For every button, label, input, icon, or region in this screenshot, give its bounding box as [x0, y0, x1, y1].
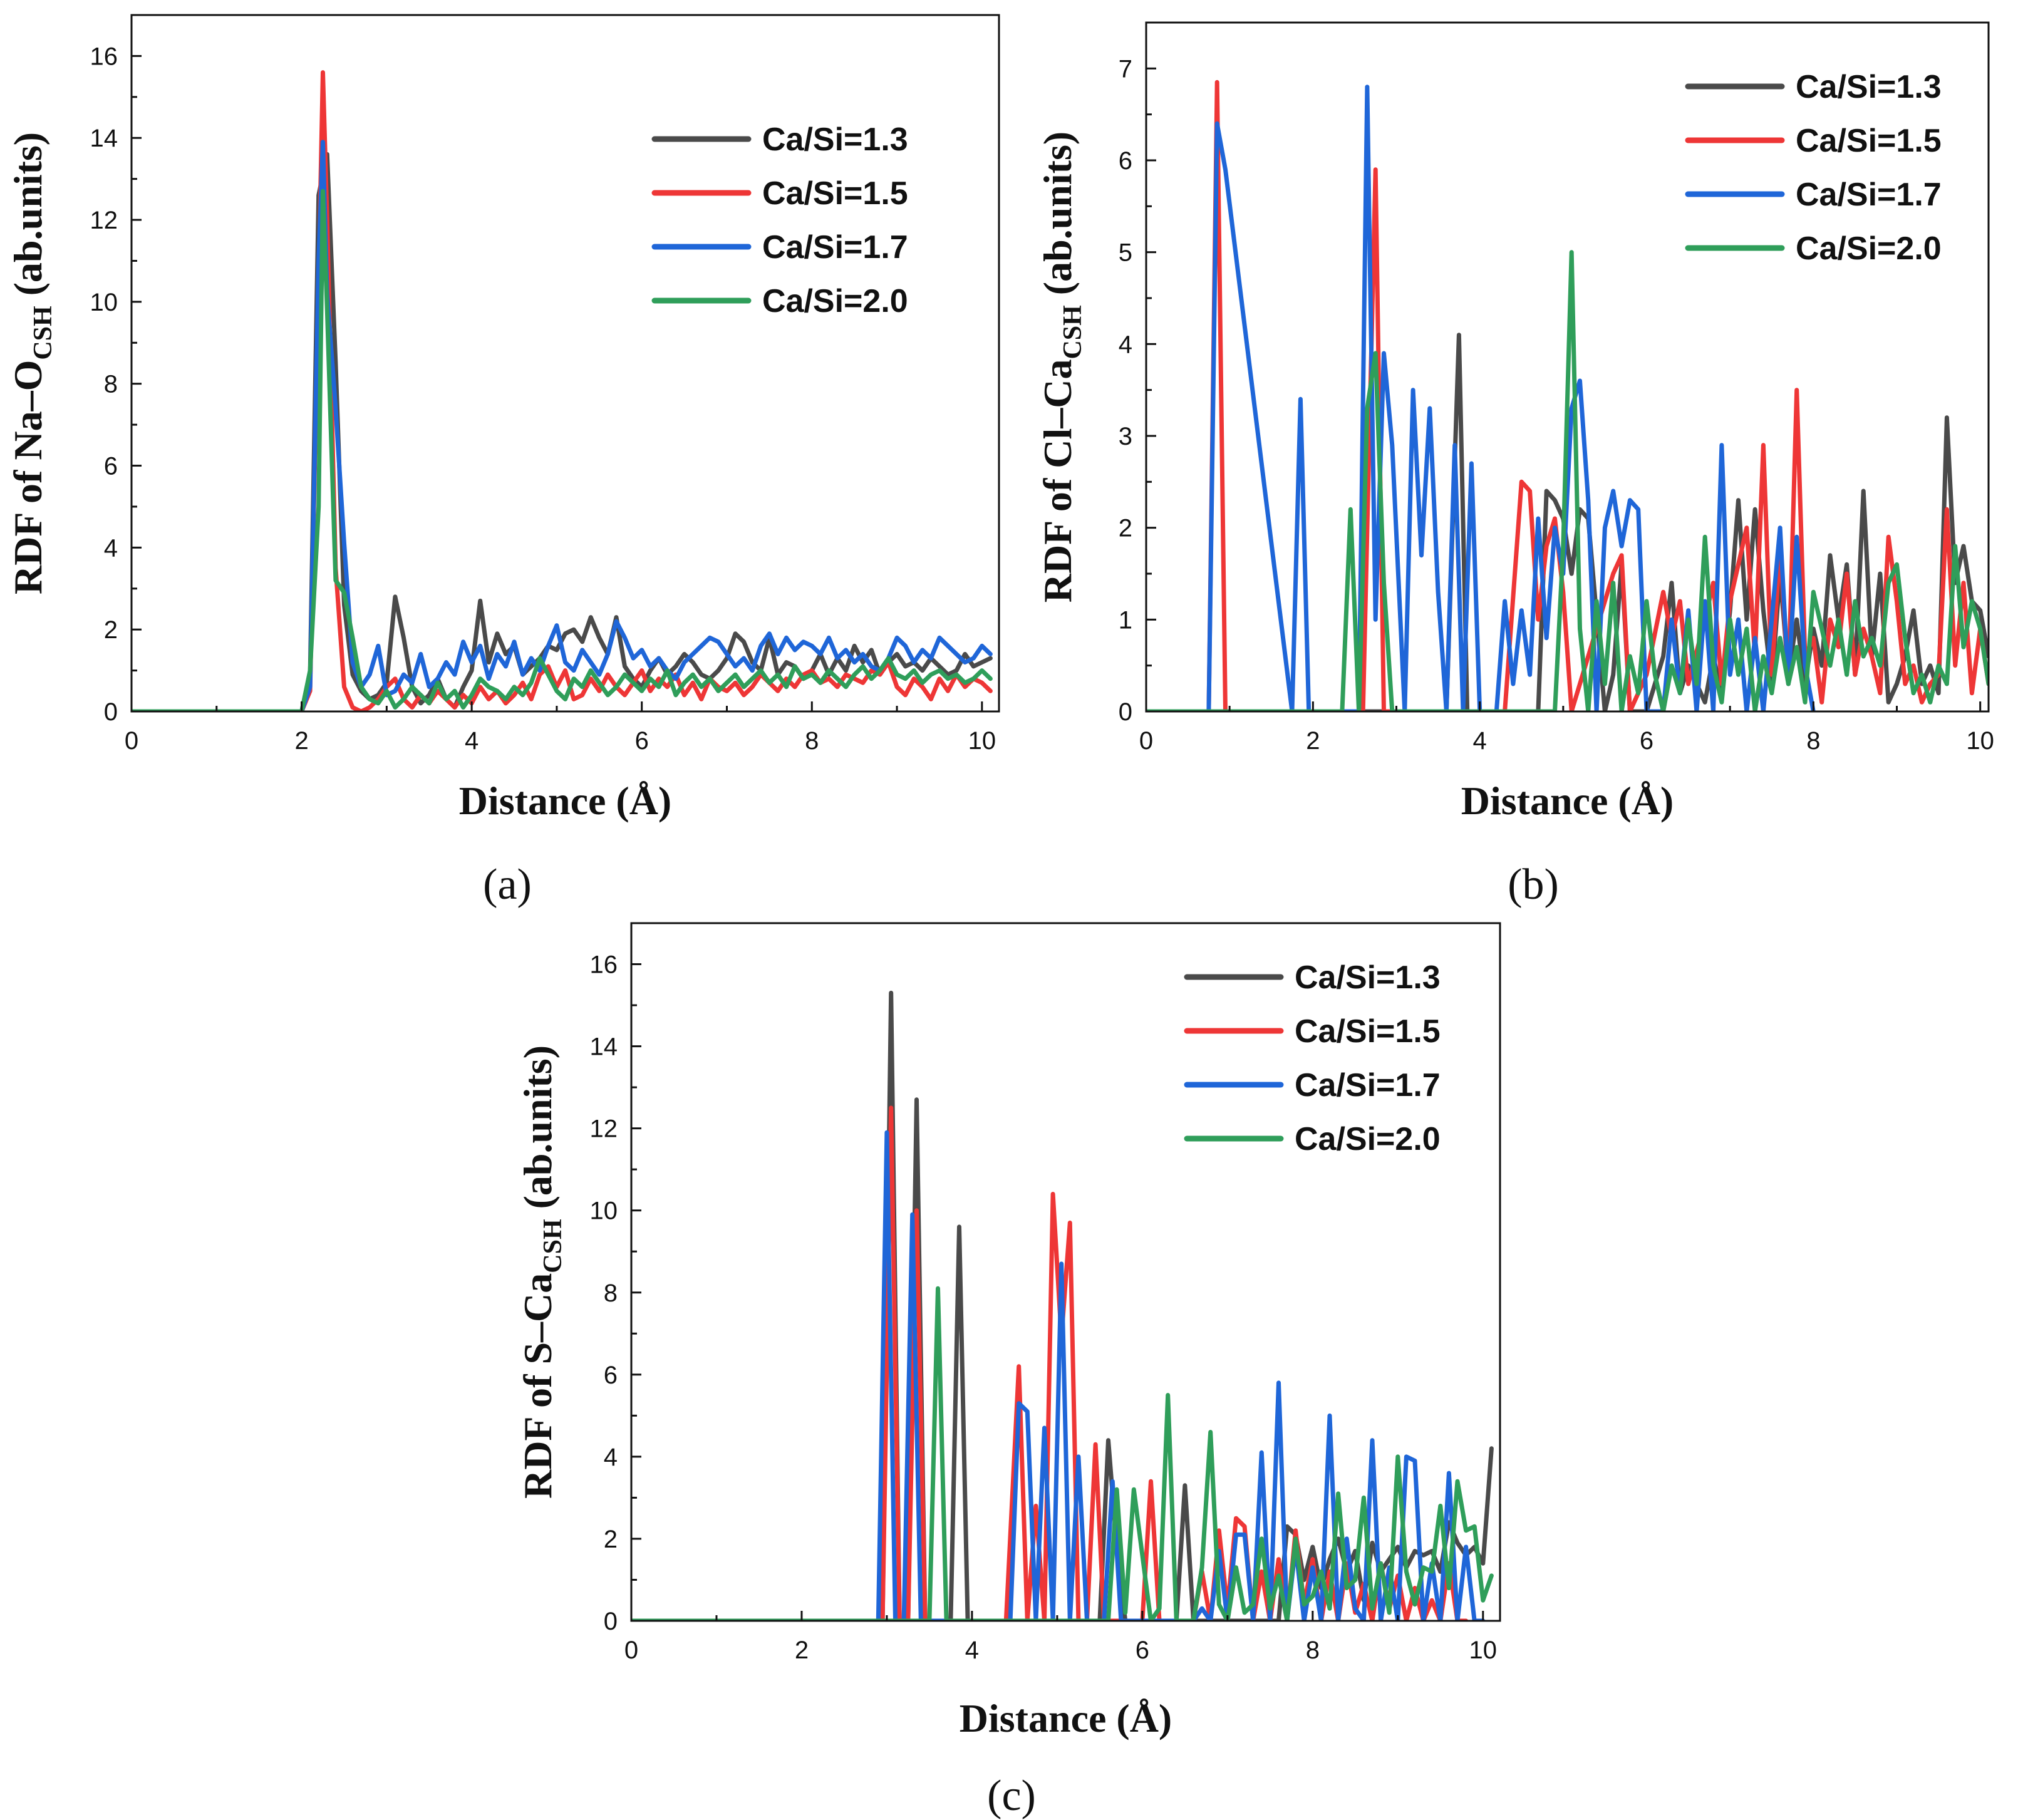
legend-label: Ca/Si=1.5 [1295, 1013, 1441, 1050]
legend-label: Ca/Si=1.3 [1295, 959, 1441, 996]
legend-label: Ca/Si=1.5 [762, 175, 908, 212]
y-tick-label: 2 [604, 1526, 618, 1553]
plot-frame [630, 922, 1501, 1622]
legend-label: Ca/Si=1.5 [1796, 123, 1942, 159]
series-line-20 [132, 189, 993, 711]
y-tick-label: 2 [104, 616, 118, 644]
y-tick-label: 7 [1119, 55, 1132, 83]
y-tick-label: 3 [1119, 423, 1132, 450]
y-tick-label: 12 [590, 1115, 618, 1143]
x-tick-label: 4 [965, 1636, 979, 1664]
y-tick-label: 16 [590, 951, 618, 979]
x-tick-label: 0 [624, 1636, 638, 1664]
x-tick-label: 6 [1136, 1636, 1149, 1664]
legend-label: Ca/Si=2.0 [1796, 230, 1942, 267]
x-axis-title: Distance (Å) [459, 778, 671, 823]
y-tick-label: 5 [1119, 239, 1132, 267]
x-tick-label: 0 [125, 727, 138, 755]
y-axis-title-subscript: CSH [1058, 305, 1087, 359]
y-axis-title-subscript: CSH [29, 306, 58, 359]
panel-label: (c) [987, 1772, 1036, 1820]
series-group [631, 990, 1494, 1621]
x-tick-label: 6 [635, 727, 649, 755]
chart-panel-a: 0 2 4 6 8 10 0 2 4 6 8 10 12 14 16 Distance (Å) RDF of N… [6, 14, 1000, 909]
y-axis-title: RDF of Cl–CaCSH (ab.units) [1035, 132, 1087, 602]
y-axis-title-main: RDF of Cl–Ca [1035, 359, 1080, 603]
y-tick-label: 16 [90, 43, 118, 70]
x-tick-label: 2 [294, 727, 308, 755]
series-line-17 [132, 140, 993, 711]
x-tick-label: 10 [1469, 1636, 1498, 1664]
y-tick-label: 12 [90, 207, 118, 234]
series-line-13 [631, 990, 1494, 1621]
legend-label: Ca/Si=1.3 [1796, 69, 1942, 105]
legend: Ca/Si=1.3 Ca/Si=1.5 Ca/Si=1.7 Ca/Si=2.0 [1685, 69, 1942, 267]
y-tick-label: 6 [104, 453, 118, 480]
legend-label: Ca/Si=1.7 [1796, 177, 1942, 213]
y-tick-label: 8 [604, 1280, 618, 1307]
x-axis-title: Distance (Å) [960, 1696, 1172, 1740]
legend: Ca/Si=1.3 Ca/Si=1.5 Ca/Si=1.7 Ca/Si=2.0 [1184, 959, 1441, 1157]
x-tick-label: 4 [465, 727, 479, 755]
y-axis-title-tail: (ab.units) [1035, 132, 1080, 305]
y-tick-label: 4 [604, 1444, 618, 1471]
y-tick-label: 14 [590, 1033, 618, 1061]
y-axis-title-tail: (ab.units) [515, 1045, 560, 1219]
y-tick-label: 6 [1119, 147, 1132, 175]
x-tick-label: 8 [1306, 1636, 1320, 1664]
x-tick-label: 4 [1473, 727, 1487, 755]
series-line-20 [1146, 250, 1989, 711]
legend-label: Ca/Si=2.0 [1295, 1121, 1441, 1157]
x-tick-label: 8 [1806, 727, 1820, 755]
legend-label: Ca/Si=1.3 [762, 122, 908, 158]
x-tick-label: 2 [795, 1636, 809, 1664]
x-axis-title: Distance (Å) [1461, 778, 1674, 823]
y-tick-label: 14 [90, 125, 118, 152]
x-tick-label: 6 [1640, 727, 1653, 755]
legend-label: Ca/Si=2.0 [762, 283, 908, 319]
y-axis-title: RDF of S–CaCSH (ab.units) [515, 1045, 567, 1499]
y-tick-label: 10 [590, 1197, 618, 1225]
panel-label: (b) [1508, 861, 1559, 909]
plot-frame [1145, 21, 1990, 713]
chart-panel-c: 0 2 4 6 8 10 0 2 4 6 8 10 12 14 16 Distance (Å) RDF of S… [515, 922, 1501, 1820]
x-tick-label: 2 [1306, 727, 1320, 755]
series-line-17 [1146, 85, 1816, 711]
y-tick-label: 4 [1119, 331, 1132, 358]
y-tick-label: 6 [604, 1362, 618, 1389]
panel-label: (a) [483, 861, 532, 909]
y-tick-label: 1 [1119, 606, 1132, 634]
y-axis-title-tail: (ab.units) [6, 132, 50, 306]
x-tick-label: 0 [1139, 727, 1153, 755]
series-line-20 [631, 1286, 1494, 1621]
x-tick-label: 10 [968, 727, 996, 755]
series-group [132, 70, 993, 711]
y-tick-label: 0 [604, 1608, 618, 1635]
legend-label: Ca/Si=1.7 [762, 229, 908, 266]
y-axis-title-main: RDF of Na–O [6, 360, 50, 594]
y-tick-label: 0 [1119, 698, 1132, 726]
x-tick-label: 8 [805, 727, 819, 755]
y-tick-label: 2 [1119, 515, 1132, 542]
y-tick-label: 10 [90, 289, 118, 316]
plot-frame [130, 14, 1000, 713]
y-tick-label: 8 [104, 371, 118, 398]
series-line-15 [132, 70, 993, 711]
legend-label: Ca/Si=1.7 [1295, 1067, 1441, 1104]
series-line-13 [132, 152, 993, 711]
legend: Ca/Si=1.3 Ca/Si=1.5 Ca/Si=1.7 Ca/Si=2.0 [651, 122, 908, 319]
series-line-13 [1146, 333, 1989, 711]
y-tick-label: 0 [104, 698, 118, 726]
y-axis-title-main: RDF of S–Ca [515, 1273, 560, 1499]
series-group [1146, 80, 1989, 711]
y-tick-label: 4 [104, 534, 118, 562]
y-axis-title: RDF of Na–OCSH (ab.units) [6, 132, 58, 594]
y-axis-title-subscript: CSH [539, 1219, 567, 1273]
x-tick-label: 10 [1966, 727, 1994, 755]
